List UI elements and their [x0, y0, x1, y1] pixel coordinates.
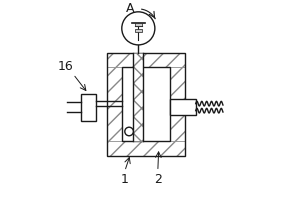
Bar	[107, 53, 185, 156]
Text: 2: 2	[154, 173, 162, 186]
Text: 1: 1	[121, 173, 129, 186]
Bar	[81, 94, 95, 121]
Bar	[135, 23, 142, 26]
Bar	[170, 99, 196, 115]
Text: A: A	[126, 2, 135, 15]
Bar	[134, 53, 143, 141]
Circle shape	[125, 127, 134, 136]
Bar	[122, 67, 170, 141]
Circle shape	[122, 12, 155, 45]
Bar	[135, 29, 142, 32]
Bar	[107, 53, 185, 67]
Bar	[107, 141, 185, 156]
Bar	[107, 67, 122, 141]
Text: 16: 16	[58, 60, 73, 73]
Bar	[170, 67, 185, 141]
